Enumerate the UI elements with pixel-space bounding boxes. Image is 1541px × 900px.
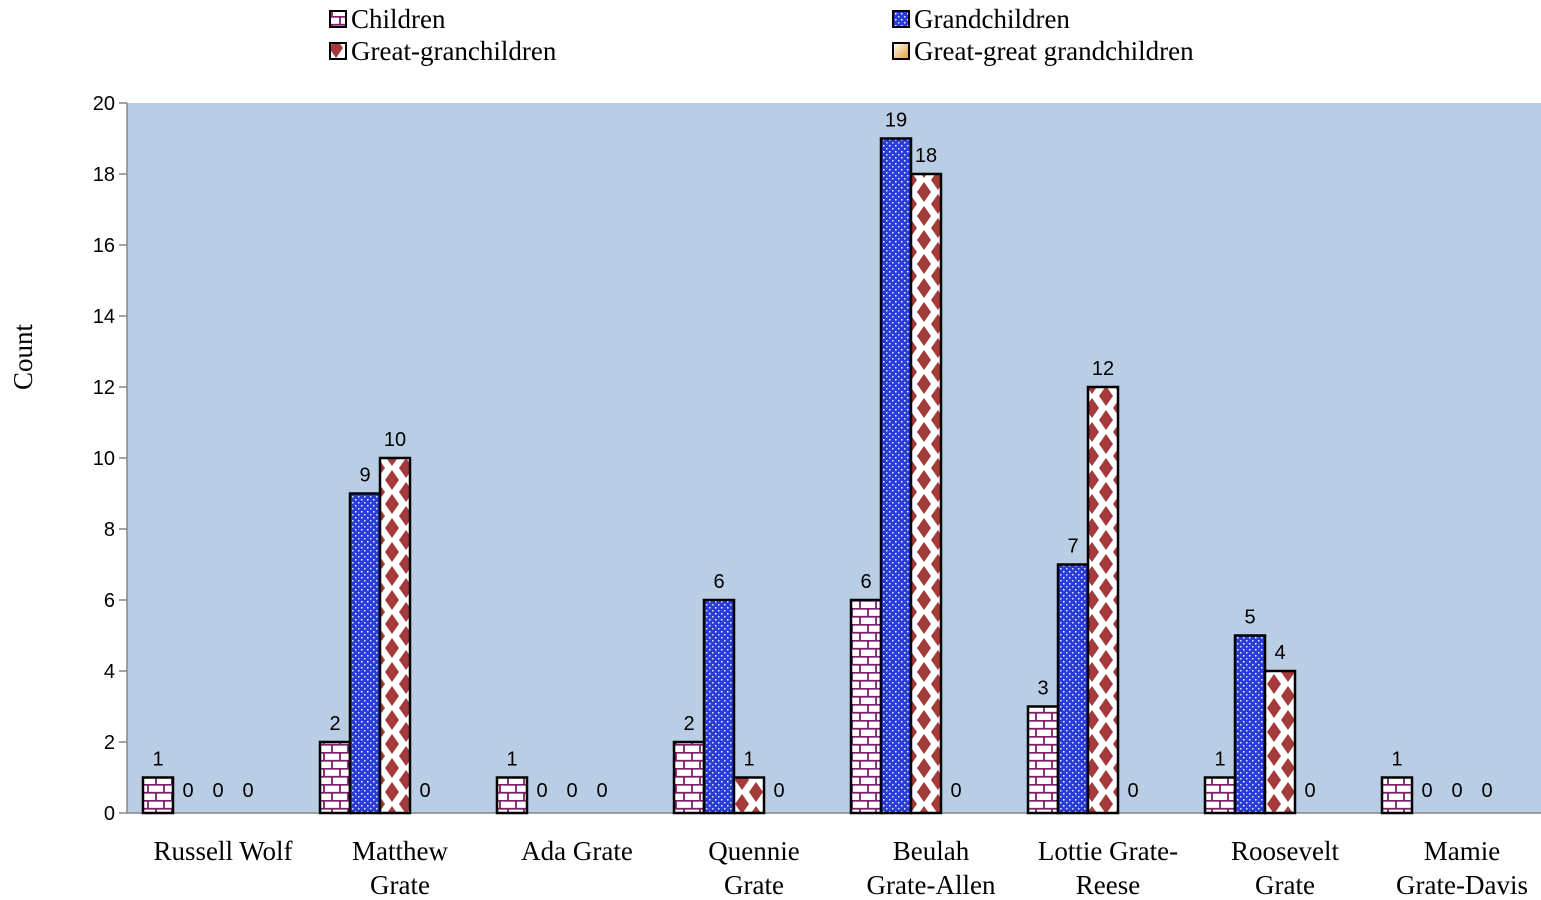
legend-item: Children	[329, 4, 446, 34]
y-tick-label: 2	[104, 732, 115, 754]
legend-swatch	[892, 10, 910, 28]
y-tick-label: 4	[104, 661, 115, 683]
data-label: 0	[950, 780, 961, 802]
data-label: 1	[1391, 749, 1402, 771]
y-tick-label: 16	[93, 235, 115, 257]
data-label: 3	[1037, 678, 1048, 700]
bar	[348, 492, 382, 815]
x-tick-label: Matthew Grate	[352, 836, 448, 900]
bars	[141, 137, 1414, 815]
bar	[1380, 776, 1414, 815]
legend-swatch	[329, 42, 347, 60]
legend: Children Grandchildren Great-granchildren G…	[329, 4, 1194, 66]
x-tick-label: Ada Grate	[521, 836, 633, 866]
bar	[1203, 776, 1237, 815]
y-tick-label: 12	[93, 377, 115, 399]
data-label: 0	[566, 780, 577, 802]
data-label: 2	[329, 713, 340, 735]
data-label: 18	[915, 145, 937, 167]
bar	[702, 598, 736, 815]
legend-item: Great-granchildren	[329, 36, 557, 66]
x-tick-label: Mamie Grate-Davis	[1396, 836, 1528, 900]
data-label: 1	[1214, 749, 1225, 771]
y-axis-label: Count	[8, 323, 38, 390]
data-label: 0	[596, 780, 607, 802]
bar	[672, 740, 706, 815]
bar	[318, 740, 352, 815]
bar	[1233, 634, 1267, 815]
y-tick-label: 6	[104, 590, 115, 612]
y-tick-label: 18	[93, 164, 115, 186]
data-label: 1	[743, 749, 754, 771]
bar	[495, 776, 529, 815]
data-label: 1	[152, 749, 163, 771]
data-label: 0	[1304, 780, 1315, 802]
bar	[909, 172, 943, 815]
bar	[141, 776, 175, 815]
legend-label: Children	[351, 4, 446, 34]
data-label: 10	[384, 429, 406, 451]
data-label: 12	[1092, 358, 1114, 380]
x-tick-label: Roosevelt Grate	[1231, 836, 1339, 900]
data-label: 0	[182, 780, 193, 802]
y-tick-label: 20	[93, 93, 115, 115]
y-axis: 0 2 4 6 8 10 12 14 16 18 20	[93, 93, 128, 825]
bar	[1263, 669, 1297, 815]
data-label: 0	[1451, 780, 1462, 802]
data-label: 6	[713, 571, 724, 593]
data-label: 0	[242, 780, 253, 802]
data-label: 0	[419, 780, 430, 802]
bar	[378, 456, 412, 815]
y-tick-label: 8	[104, 519, 115, 541]
bar	[1086, 385, 1120, 815]
y-tick-label: 0	[104, 803, 115, 825]
bar	[732, 776, 766, 815]
x-tick-label: Russell Wolf	[153, 836, 292, 866]
data-label: 0	[212, 780, 223, 802]
legend-label: Great-great grandchildren	[914, 36, 1194, 66]
data-label: 0	[1421, 780, 1432, 802]
legend-swatch	[329, 10, 347, 28]
legend-item: Grandchildren	[892, 4, 1070, 34]
data-label: 0	[536, 780, 547, 802]
x-tick-label: Quennie Grate	[708, 836, 799, 900]
x-axis: Russell Wolf Matthew Grate Ada Grate Quennie…	[127, 812, 1541, 900]
bar	[1056, 563, 1090, 815]
plot-area	[127, 103, 1541, 813]
x-tick-label: Lottie Grate-Reese	[1038, 836, 1178, 900]
bar	[849, 598, 883, 815]
data-label: 0	[1481, 780, 1492, 802]
data-label: 1	[506, 749, 517, 771]
legend-swatch	[892, 42, 910, 60]
data-label: 19	[885, 110, 907, 132]
bar	[1026, 705, 1060, 815]
legend-item: Great-great grandchildren	[892, 36, 1194, 66]
data-label: 6	[860, 571, 871, 593]
y-tick-label: 10	[93, 448, 115, 470]
data-label: 9	[359, 465, 370, 487]
legend-label: Grandchildren	[914, 4, 1070, 34]
data-label: 4	[1274, 642, 1285, 664]
data-label: 0	[773, 780, 784, 802]
legend-label: Great-granchildren	[351, 36, 557, 66]
y-tick-label: 14	[93, 306, 115, 328]
data-label: 7	[1067, 536, 1078, 558]
x-tick-label: Beulah Grate-Allen	[867, 836, 996, 900]
data-label: 5	[1244, 607, 1255, 629]
data-label: 2	[683, 713, 694, 735]
bar	[879, 137, 913, 815]
data-label: 0	[1127, 780, 1138, 802]
